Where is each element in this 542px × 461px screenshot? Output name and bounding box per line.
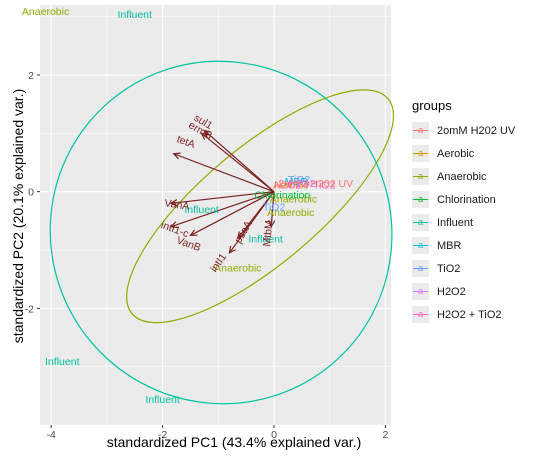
point-label: MBR	[285, 176, 309, 188]
legend-label: Anaerobic	[437, 170, 487, 183]
y-tick-label: 2	[28, 70, 34, 82]
arrow-inti1-c	[169, 191, 275, 229]
legend-entry: a H2O2 + TiO2	[412, 303, 515, 326]
loading-label: MtbM	[261, 220, 275, 247]
legend-entry: a Influent	[412, 211, 515, 234]
y-axis-title: standardized PC2 (20.1% explained var.)	[10, 88, 26, 344]
y-tick-label: 0	[28, 187, 34, 199]
y-tick-label: -2	[25, 303, 34, 315]
legend-title: groups	[412, 98, 452, 113]
loading-label: VanA	[164, 197, 190, 212]
ellipse-influent	[49, 60, 393, 405]
legend-entry: a Chlorination	[412, 188, 515, 211]
point-label: Aerobic	[273, 180, 309, 192]
arrow-ermb	[200, 132, 275, 193]
legend-key: a	[412, 283, 429, 300]
legend-label: TiO2	[437, 262, 461, 275]
point-label: Influent	[117, 9, 152, 21]
legend-label: Aerobic	[437, 147, 475, 160]
sample-labels: Anaerobic Influent Influent Influent Anaerob…	[22, 6, 353, 406]
x-tick-label: 2	[383, 429, 389, 441]
arrow-inti1	[228, 191, 275, 255]
legend-label: Influent	[437, 216, 474, 229]
point-label: Chlorination	[254, 190, 310, 202]
legend-entry: a TiO2	[412, 257, 515, 280]
ellipse-anaerobic	[126, 89, 395, 324]
x-tick-label: -4	[46, 429, 55, 441]
legend-key: a	[412, 237, 429, 254]
x-tick-label: -2	[158, 429, 167, 441]
legend-label: MBR	[437, 239, 462, 252]
point-label: Anaerobic	[267, 207, 314, 219]
legend: groups a 2omM H202 UV a Aerobic a Anaerobic a C…	[412, 98, 515, 326]
legend-key: a	[412, 260, 429, 277]
legend-entry: a Anaerobic	[412, 165, 515, 188]
arrow-teta	[172, 152, 275, 193]
legend-entries: a 2omM H202 UV a Aerobic a Anaerobic a Chlorina…	[412, 119, 515, 326]
x-tick-label: 0	[271, 429, 277, 441]
point-label: Anaerobic	[214, 263, 261, 275]
legend-key: a	[412, 122, 429, 139]
legend-key: a	[412, 168, 429, 185]
point-label: Anaerobic	[270, 194, 317, 206]
major-gridlines	[40, 5, 391, 425]
legend-label: Chlorination	[437, 193, 496, 206]
legend-label: H2O2	[437, 285, 466, 298]
point-label: Influent	[45, 356, 80, 368]
group-ellipses	[49, 60, 395, 405]
legend-key: a	[412, 306, 429, 323]
arrow-vana	[169, 191, 275, 207]
axes: -4 -2 0 2 -2 0 2	[25, 70, 389, 441]
point-label: Influent	[248, 233, 283, 245]
legend-entry: a MBR	[412, 234, 515, 257]
point-label: TiO2	[263, 201, 286, 213]
arrow-vanb	[189, 191, 275, 237]
point-label: H2O2 + TiO2	[274, 180, 336, 192]
legend-label: 2omM H202 UV	[437, 124, 516, 137]
legend-key: a	[412, 191, 429, 208]
x-axis-title: standardized PC1 (43.4% explained var.)	[106, 434, 362, 450]
point-label: H2O2	[288, 178, 316, 190]
legend-entry: a 2omM H202 UV	[412, 119, 515, 142]
point-label: Anaerobic	[22, 6, 69, 18]
legend-label: H2O2 + TiO2	[437, 308, 502, 321]
point-label: Influent	[145, 394, 180, 406]
legend-entry: a H2O2	[412, 280, 515, 303]
point-label: TiO2	[288, 174, 311, 186]
point-label: 2omM H202 UV	[278, 178, 353, 190]
loading-arrows	[169, 129, 276, 255]
point-label: Influent	[184, 204, 219, 216]
legend-key: a	[412, 214, 429, 231]
legend-entry: a Aerobic	[412, 142, 515, 165]
arrow-mtbm	[268, 191, 276, 229]
legend-key: a	[412, 145, 429, 162]
